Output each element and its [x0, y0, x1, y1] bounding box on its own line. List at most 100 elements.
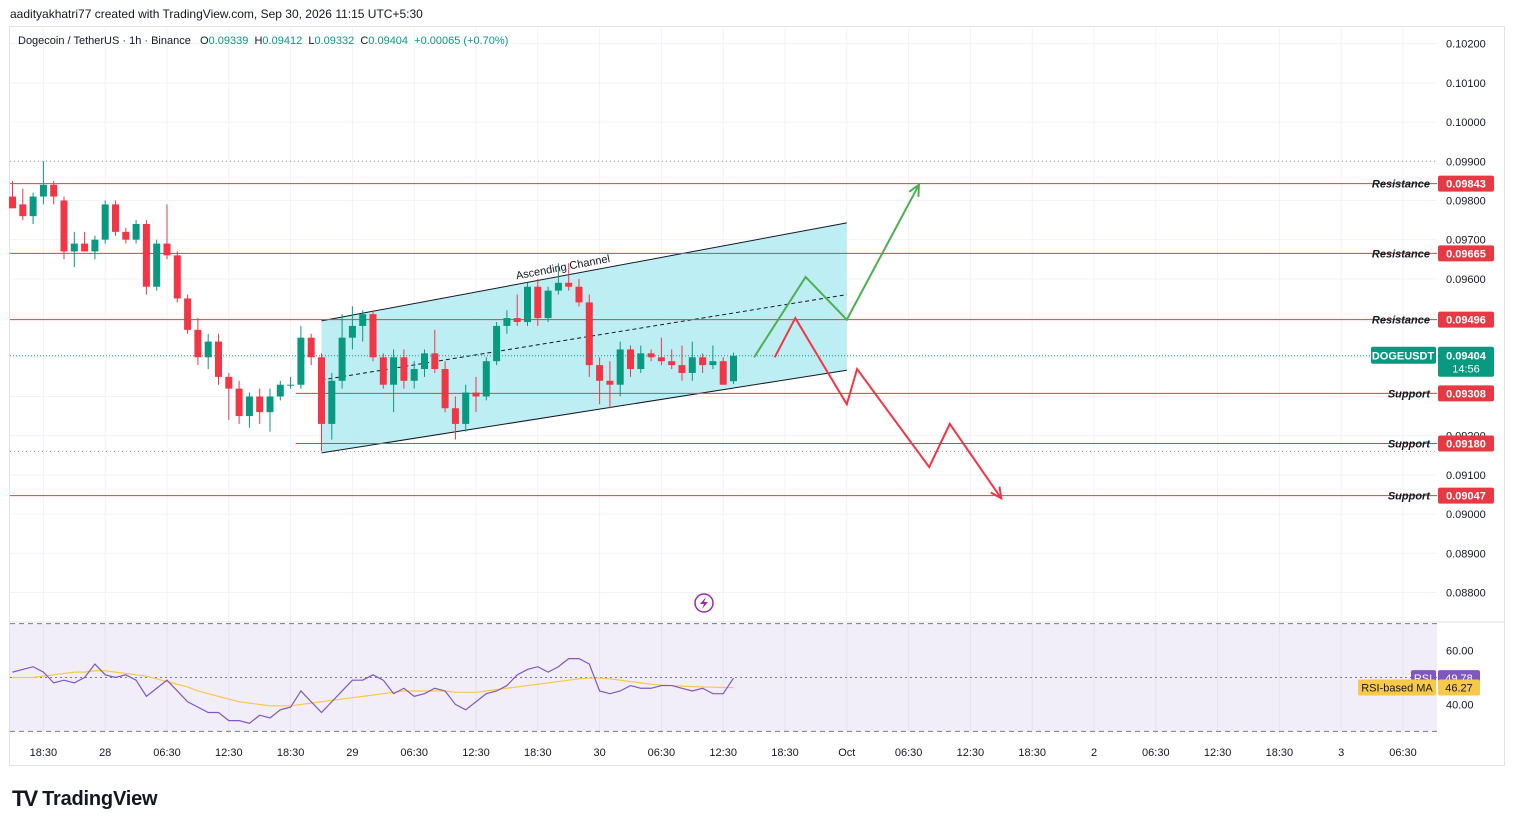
candle-body: [627, 349, 634, 370]
chart-frame: [9, 26, 1505, 766]
x-tick-label: 06:30: [400, 747, 428, 759]
high-value: 0.09412: [262, 35, 303, 47]
rsi-tick-label: 40.00: [1446, 699, 1474, 711]
candle-body: [163, 243, 171, 256]
candle-body: [482, 361, 490, 397]
candle-body: [719, 361, 727, 385]
candle-body: [204, 341, 212, 358]
x-tick-label: 2: [1091, 747, 1097, 759]
level-price-value: 0.09308: [1446, 388, 1486, 400]
candle-body: [173, 255, 181, 299]
candle-body: [39, 184, 47, 197]
level-price-tag: [1438, 245, 1494, 262]
symbol-tag-label: DOGEUSDT: [1372, 351, 1435, 363]
high-label: H: [254, 35, 263, 47]
candle-body: [81, 243, 89, 252]
candle-body: [307, 337, 315, 358]
level-price-value: 0.09665: [1446, 248, 1486, 260]
x-tick-label: 18:30: [1018, 747, 1046, 759]
candle-body: [616, 349, 624, 385]
candle-body: [379, 357, 387, 385]
level-label: Support: [1388, 491, 1431, 503]
countdown-value: 14:56: [1452, 364, 1480, 376]
candle-body: [534, 286, 542, 319]
level-price-tag: [1438, 487, 1494, 504]
candle-body: [318, 357, 325, 424]
close-label: C: [360, 35, 369, 47]
rsi-tick-label: 60.00: [1446, 646, 1474, 658]
y-tick-label: 0.08900: [1446, 548, 1486, 560]
candle-body: [276, 384, 284, 397]
level-label: Resistance: [1372, 248, 1430, 260]
candle-body: [462, 392, 470, 424]
x-tick-label: 12:30: [1204, 747, 1232, 759]
candle-body: [647, 353, 655, 358]
y-tick-label: 0.08800: [1446, 587, 1486, 599]
last-price-value: 0.09404: [1446, 351, 1487, 363]
rsi-ma-value-tag: [1438, 679, 1480, 696]
candle-body: [688, 357, 696, 373]
level-price-tag: [1438, 311, 1494, 328]
candle-body: [256, 396, 264, 413]
x-tick-label: 18:30: [1266, 747, 1294, 759]
candle-body: [60, 200, 68, 252]
tradingview-brand[interactable]: TV TradingView: [12, 786, 158, 812]
rsi-ma-line: [12, 670, 734, 707]
candle-body: [606, 380, 614, 385]
x-tick-label: 29: [346, 747, 358, 759]
change-value: +0.00065 (+0.70%): [414, 35, 509, 47]
y-tick-label: 0.09800: [1446, 195, 1486, 207]
brand-name: TradingView: [42, 787, 158, 810]
candle-body: [596, 365, 604, 381]
rsi-ma-tag-label: RSI-based MA: [1361, 683, 1433, 695]
x-tick-label: 18:30: [277, 747, 305, 759]
candle-body: [245, 396, 253, 417]
candle-body: [585, 302, 593, 366]
y-tick-label: 0.09100: [1446, 470, 1486, 482]
x-tick-label: 18:30: [524, 747, 552, 759]
candle-body: [122, 231, 130, 240]
level-label: Support: [1388, 388, 1431, 400]
candle-body: [554, 282, 562, 291]
candle-body: [338, 337, 346, 381]
bullish-scenario-arrow-arrowhead: [908, 182, 920, 197]
candle-body: [287, 384, 295, 386]
x-tick-label: 12:30: [957, 747, 985, 759]
candle-body: [503, 318, 511, 326]
level-price-value: 0.09496: [1446, 315, 1486, 327]
level-price-tag: [1438, 435, 1494, 452]
candle-body: [493, 325, 501, 362]
low-value: 0.09332: [314, 35, 355, 47]
candle-body: [668, 361, 676, 366]
symbol-label[interactable]: Dogecoin / TetherUS · 1h · Binance: [18, 35, 191, 47]
candle-body: [544, 290, 552, 319]
candle-body: [266, 396, 274, 413]
candle-body: [91, 239, 99, 252]
candle-body: [513, 318, 521, 322]
rsi-ma-tag: [1358, 679, 1436, 696]
level-price-tag: [1438, 385, 1494, 402]
x-tick-label: 06:30: [1389, 747, 1417, 759]
candle-body: [70, 243, 78, 252]
candle-body: [637, 353, 645, 370]
close-value: 0.09404: [368, 35, 409, 47]
candle-body: [235, 388, 243, 417]
x-tick-label: 18:30: [30, 747, 58, 759]
level-label: Resistance: [1372, 179, 1430, 191]
candle-body: [369, 314, 377, 358]
candle-body: [390, 357, 398, 385]
candle-body: [524, 286, 531, 322]
x-tick-label: 06:30: [153, 747, 181, 759]
y-tick-label: 0.10100: [1446, 78, 1486, 90]
y-tick-label: 0.10000: [1446, 117, 1486, 129]
rsi-band: [10, 623, 1437, 732]
candle-body: [9, 196, 16, 209]
low-label: L: [308, 35, 315, 47]
candle-body: [678, 365, 686, 373]
x-tick-label: 30: [593, 747, 605, 759]
chart-credit: aadityakhatri77 created with TradingView…: [10, 7, 423, 21]
y-tick-label: 0.09600: [1446, 274, 1486, 286]
open-value: 0.09339: [208, 35, 249, 47]
rsi-line: [12, 658, 735, 724]
